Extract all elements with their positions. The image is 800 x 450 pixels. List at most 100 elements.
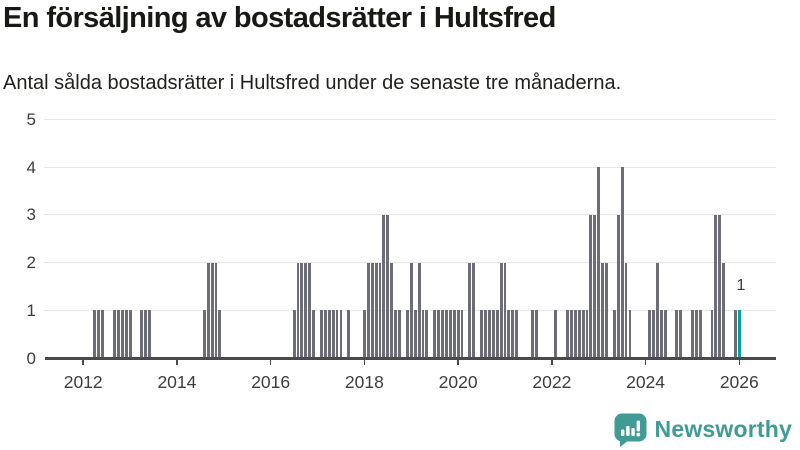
bar	[378, 262, 382, 358]
bar	[409, 262, 413, 358]
bar-latest-highlight	[737, 310, 741, 358]
newsworthy-wordmark: Newsworthy	[654, 415, 792, 442]
bar	[124, 310, 128, 358]
bar	[620, 167, 624, 358]
bar	[585, 310, 589, 358]
bar	[370, 262, 374, 358]
bar	[694, 310, 698, 358]
bar	[530, 310, 534, 358]
bar	[648, 310, 651, 358]
bar	[413, 310, 417, 358]
bar	[472, 262, 476, 358]
bar	[710, 310, 714, 358]
gridline-y5	[44, 119, 776, 120]
bar	[214, 262, 218, 358]
bar	[468, 262, 472, 358]
bar	[437, 310, 441, 358]
bar	[679, 310, 683, 358]
x-axis-tick	[176, 359, 178, 365]
bar	[144, 310, 148, 358]
bar	[97, 310, 101, 358]
gridline-y3	[44, 214, 776, 216]
bar	[624, 262, 628, 358]
bar	[659, 310, 663, 358]
chart-title: En försäljning av bostadsrätter i Hultsf…	[3, 2, 556, 34]
bar	[484, 310, 487, 358]
x-axis-tick	[269, 359, 272, 365]
bar	[441, 310, 444, 358]
bar	[733, 310, 737, 358]
bar	[444, 310, 448, 358]
bar	[605, 262, 608, 358]
bar	[480, 310, 483, 358]
x-axis-tick	[644, 359, 647, 365]
bar	[495, 310, 499, 358]
x-axis-tick	[738, 359, 741, 365]
bar	[112, 310, 116, 358]
bar	[300, 262, 304, 358]
bar	[202, 310, 206, 358]
bar	[612, 310, 616, 358]
bar	[491, 310, 495, 358]
y-tick-label: 3	[26, 205, 36, 225]
bar	[417, 262, 421, 358]
x-axis-line	[45, 357, 776, 360]
x-tick-label: 2024	[626, 372, 666, 392]
bar	[425, 310, 429, 358]
bar	[690, 310, 694, 358]
bar	[581, 310, 585, 358]
bar	[347, 310, 351, 358]
y-tick-label: 2	[26, 253, 36, 273]
x-axis-tick	[82, 359, 84, 365]
newsworthy-logo[interactable]: Newsworthy	[613, 410, 792, 448]
bar	[714, 214, 718, 358]
bar	[718, 214, 722, 358]
bar	[206, 262, 210, 358]
y-tick-label: 1	[26, 300, 36, 320]
bar	[366, 262, 370, 358]
bar	[120, 310, 124, 358]
bar	[628, 310, 632, 358]
bar	[312, 310, 316, 358]
bar	[511, 310, 515, 358]
bar	[335, 310, 339, 358]
bar	[93, 310, 97, 358]
bar	[394, 310, 398, 358]
y-tick-label: 5	[26, 110, 36, 129]
bar	[218, 310, 222, 358]
bar	[398, 310, 401, 358]
bar	[487, 310, 491, 358]
x-tick-label: 2016	[251, 372, 291, 392]
x-tick-label: 2020	[438, 372, 478, 392]
bar	[304, 262, 308, 358]
y-tick-label: 4	[26, 157, 36, 177]
bar	[566, 310, 569, 358]
bar	[319, 310, 323, 358]
bar	[503, 262, 507, 358]
bar	[386, 214, 390, 358]
bar	[382, 214, 386, 358]
bar	[128, 310, 132, 358]
bar	[390, 262, 394, 358]
bar	[296, 262, 300, 358]
bar	[515, 310, 519, 358]
bar	[577, 310, 581, 358]
x-tick-label: 2012	[63, 372, 103, 392]
bar	[210, 262, 214, 358]
bar	[589, 214, 593, 358]
x-axis-tick	[551, 359, 553, 365]
bar	[722, 262, 726, 358]
bar	[374, 262, 378, 358]
bar	[421, 310, 425, 358]
bar	[405, 310, 409, 358]
bar	[101, 310, 105, 358]
bar	[148, 310, 152, 358]
bar	[554, 310, 558, 358]
bar	[433, 310, 437, 358]
bar	[308, 262, 312, 358]
x-axis-tick	[363, 359, 366, 365]
bar	[569, 310, 573, 358]
bar	[675, 310, 679, 358]
